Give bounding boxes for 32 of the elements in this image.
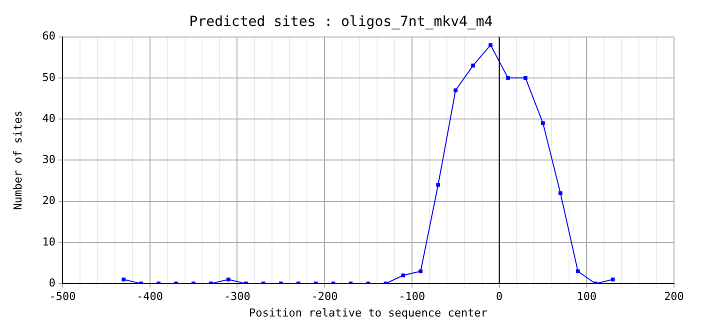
point: [558, 191, 562, 196]
point: [576, 269, 580, 274]
y-tick-label: 10: [42, 235, 56, 248]
x-tick-label: -200: [311, 290, 338, 304]
y-tick-label: 0: [48, 276, 56, 290]
chart-title: Predicted sites : oligos_7nt_mkv4_m4: [189, 14, 493, 30]
x-tick-label: -100: [398, 290, 426, 304]
x-tick-label: 200: [664, 290, 684, 304]
x-tick-label: -400: [136, 290, 164, 304]
x-tick-label: -500: [49, 290, 76, 304]
point: [471, 64, 475, 68]
x-tick-label: 100: [576, 290, 597, 304]
y-tick-label: 20: [42, 194, 56, 208]
x-tick-label: -300: [224, 290, 250, 304]
point: [454, 88, 458, 92]
point: [436, 182, 440, 187]
y-tick-label: 30: [42, 153, 56, 166]
x-axis-title: Position relative to sequence center: [249, 306, 488, 320]
point: [488, 43, 492, 47]
point: [541, 121, 545, 126]
point: [418, 269, 423, 274]
point: [401, 273, 406, 278]
point: [122, 278, 126, 282]
point: [524, 76, 528, 80]
point: [226, 278, 230, 282]
x-tick-label: 0: [496, 290, 503, 304]
y-tick-label: 60: [42, 30, 56, 43]
y-tick-label: 50: [42, 70, 56, 84]
y-tick-label: 40: [42, 112, 56, 125]
y-axis-title: Number of sites: [11, 110, 24, 210]
point: [610, 278, 615, 282]
point: [506, 76, 510, 80]
